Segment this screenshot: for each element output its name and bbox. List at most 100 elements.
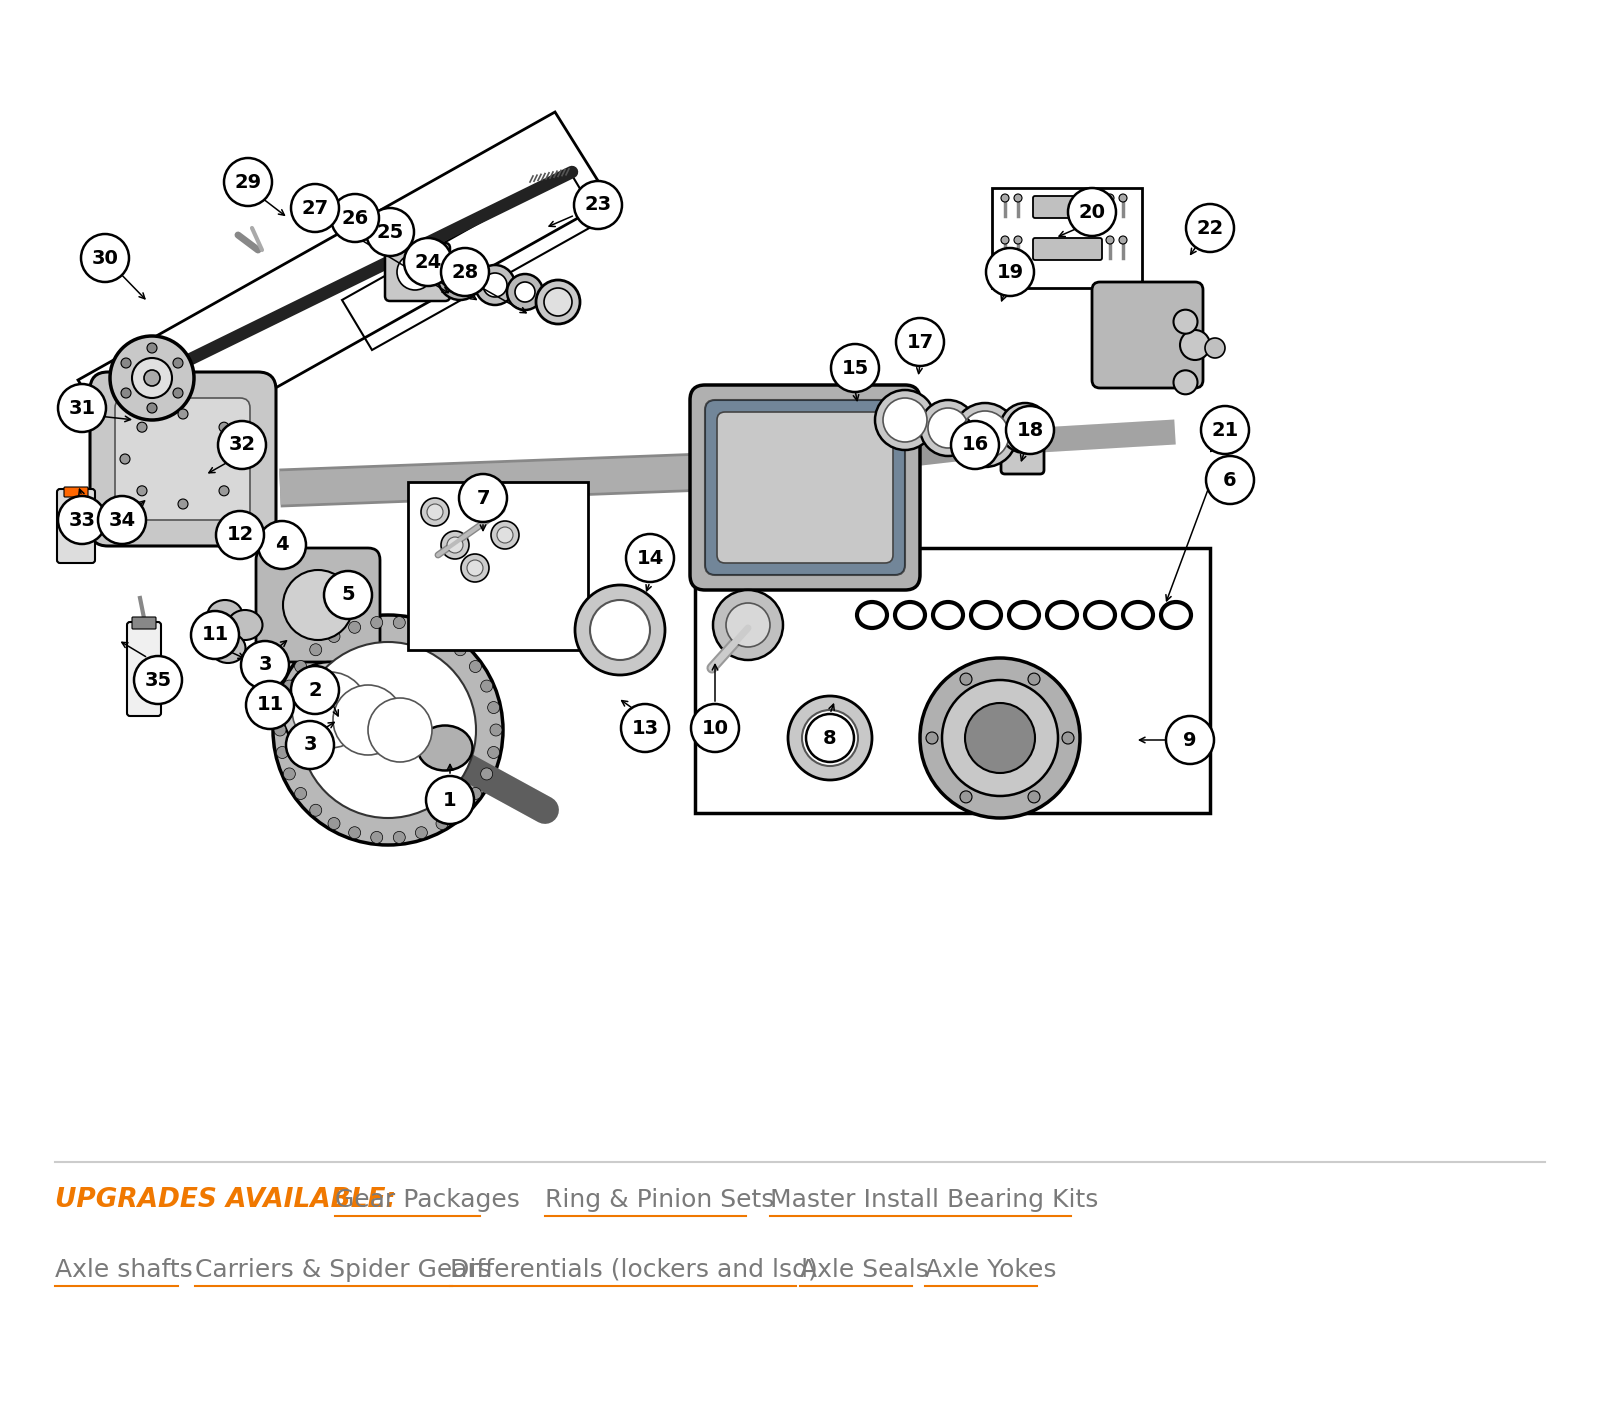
Circle shape (1069, 188, 1117, 236)
Circle shape (470, 497, 486, 512)
Circle shape (1166, 716, 1214, 764)
Circle shape (942, 680, 1058, 796)
Ellipse shape (418, 726, 472, 771)
Circle shape (926, 731, 938, 744)
Circle shape (454, 804, 466, 816)
Circle shape (328, 817, 339, 830)
Circle shape (920, 400, 976, 456)
Circle shape (286, 722, 334, 769)
Ellipse shape (1046, 602, 1077, 628)
Text: Ring & Pinion Sets: Ring & Pinion Sets (546, 1188, 774, 1212)
Circle shape (1027, 790, 1040, 803)
Circle shape (283, 768, 296, 781)
Circle shape (397, 254, 434, 291)
Circle shape (421, 498, 450, 526)
Circle shape (122, 388, 131, 397)
Circle shape (469, 788, 482, 799)
Circle shape (480, 680, 493, 692)
Circle shape (98, 496, 146, 543)
Circle shape (416, 622, 427, 633)
Circle shape (480, 768, 493, 781)
Circle shape (883, 397, 926, 442)
Text: 10: 10 (701, 719, 728, 737)
Circle shape (488, 702, 499, 713)
Circle shape (544, 288, 573, 316)
Circle shape (962, 411, 1010, 459)
Circle shape (328, 630, 339, 643)
Text: ATV
Grip: ATV Grip (67, 517, 85, 536)
Circle shape (120, 453, 130, 463)
Text: 1: 1 (443, 790, 458, 810)
Circle shape (426, 776, 474, 824)
Circle shape (461, 555, 490, 583)
Ellipse shape (1162, 602, 1190, 628)
Circle shape (1173, 371, 1197, 395)
Circle shape (219, 486, 229, 496)
Circle shape (138, 423, 147, 432)
Circle shape (1006, 406, 1054, 453)
Circle shape (1000, 403, 1050, 453)
Bar (694, 548, 1210, 813)
Text: 23: 23 (584, 195, 611, 215)
Circle shape (147, 403, 157, 413)
Circle shape (435, 817, 448, 830)
FancyBboxPatch shape (706, 400, 906, 576)
Text: 33: 33 (69, 511, 96, 529)
Circle shape (58, 385, 106, 432)
Text: Gear Packages: Gear Packages (334, 1188, 520, 1212)
Ellipse shape (858, 602, 886, 628)
Circle shape (333, 685, 403, 755)
Circle shape (310, 644, 322, 656)
Circle shape (896, 317, 944, 366)
Circle shape (178, 409, 189, 418)
Circle shape (219, 423, 229, 432)
Text: Differentials (lockers and lsd): Differentials (lockers and lsd) (450, 1258, 818, 1282)
Circle shape (920, 658, 1080, 819)
Ellipse shape (933, 602, 963, 628)
Circle shape (134, 656, 182, 703)
Circle shape (483, 272, 507, 298)
Circle shape (475, 265, 515, 305)
Circle shape (1206, 456, 1254, 504)
Text: 20: 20 (1078, 202, 1106, 222)
Circle shape (954, 403, 1018, 468)
FancyBboxPatch shape (1034, 239, 1102, 260)
Circle shape (394, 831, 405, 844)
Text: 13: 13 (632, 719, 659, 737)
Circle shape (435, 630, 448, 643)
Circle shape (283, 570, 354, 640)
Circle shape (366, 208, 414, 256)
Circle shape (131, 358, 173, 397)
Text: 2: 2 (309, 681, 322, 699)
Circle shape (454, 644, 466, 656)
Circle shape (274, 724, 286, 736)
Circle shape (349, 827, 360, 838)
Text: Carriers & Spider Gears: Carriers & Spider Gears (195, 1258, 491, 1282)
Circle shape (1008, 411, 1042, 445)
FancyBboxPatch shape (115, 397, 250, 519)
Text: 26: 26 (341, 209, 368, 227)
Circle shape (459, 475, 507, 522)
Circle shape (144, 371, 160, 386)
Circle shape (294, 660, 307, 673)
Text: 17: 17 (907, 333, 933, 351)
Circle shape (110, 336, 194, 420)
Text: Axle shafts: Axle shafts (54, 1258, 192, 1282)
Text: 29: 29 (235, 173, 261, 191)
Circle shape (1014, 236, 1022, 244)
Ellipse shape (971, 602, 1002, 628)
Text: 7: 7 (477, 489, 490, 507)
Circle shape (173, 388, 182, 397)
FancyBboxPatch shape (717, 411, 893, 563)
Circle shape (1186, 204, 1234, 251)
Circle shape (787, 696, 872, 781)
Circle shape (291, 665, 339, 715)
Circle shape (283, 680, 296, 692)
Circle shape (467, 560, 483, 576)
Circle shape (427, 504, 443, 519)
Circle shape (536, 279, 579, 324)
Circle shape (258, 521, 306, 569)
Ellipse shape (1085, 602, 1115, 628)
Circle shape (277, 702, 288, 713)
Text: 11: 11 (202, 626, 229, 644)
